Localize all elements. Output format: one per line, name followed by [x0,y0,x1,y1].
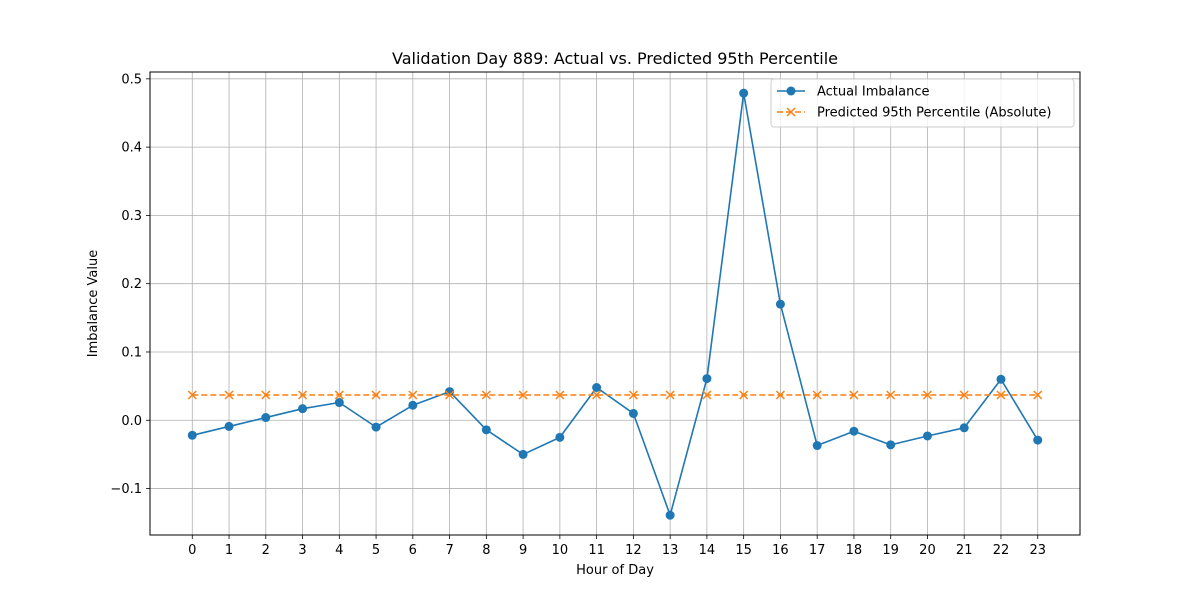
x-axis-ticks: 0 1 2 3 4 5 6 7 8 9 10 11 12 13 14 15 16 17 18 19 20 21 22 23 [188,535,1046,558]
x-tick-label: 10 [552,543,569,558]
actual-data-point [665,510,675,520]
x-tick-label: 3 [298,543,306,558]
x-tick-label: 23 [1029,543,1046,558]
y-tick-label: 0.0 [121,414,142,429]
x-tick-label: 12 [625,543,642,558]
predicted-data-point [922,390,932,400]
predicted-data-point [812,390,822,400]
x-tick-label: 11 [588,543,605,558]
y-tick-label: 0.4 [121,141,142,156]
actual-data-point [518,449,528,459]
predicted-data-point [408,390,418,400]
y-tick-label: 0.1 [121,345,142,360]
x-tick-label: 21 [956,543,973,558]
actual-data-point [996,374,1006,384]
x-tick-label: 19 [882,543,899,558]
actual-data-point [481,425,491,435]
y-tick-label: 0.5 [121,72,142,87]
predicted-data-point [592,390,602,400]
actual-data-point [187,430,197,440]
predicted-data-point [445,390,455,400]
predicted-data-point [702,390,712,400]
y-axis-ticks: −0.1 0.0 0.1 0.2 0.3 0.4 0.5 [110,72,150,497]
predicted-data-point [849,390,859,400]
actual-data-point [1033,435,1043,445]
legend: Actual Imbalance Predicted 95th Percenti… [770,78,1075,128]
y-tick-label: 0.2 [121,277,142,292]
legend-entry-actual: Actual Imbalance [777,85,930,100]
predicted-data-point [1033,390,1043,400]
x-tick-label: 16 [772,543,789,558]
predicted-data-point [518,390,528,400]
x-tick-label: 17 [809,543,826,558]
predicted-data-point [739,390,749,400]
x-tick-label: 5 [372,543,380,558]
legend-box [770,78,1075,128]
actual-data-point [886,440,896,450]
predicted-data-point [665,390,675,400]
predicted-data-point [996,390,1006,400]
predicted-data-point [224,390,234,400]
x-tick-label: 14 [699,543,716,558]
actual-data-point [739,88,749,98]
actual-data-point [922,431,932,441]
legend-label-predicted: Predicted 95th Percentile (Absolute) [817,106,1051,121]
actual-data-point [702,374,712,384]
y-tick-label: −0.1 [110,482,142,497]
x-tick-label: 22 [993,543,1010,558]
x-tick-label: 2 [262,543,270,558]
actual-data-point [298,404,308,414]
predicted-data-point [886,390,896,400]
y-axis-label: Imbalance Value [86,250,101,358]
actual-data-point [592,382,602,392]
legend-label-actual: Actual Imbalance [817,85,930,100]
predicted-data-point [775,390,785,400]
series-layer [187,88,1043,520]
predicted-data-point [334,390,344,400]
x-axis-label: Hour of Day [576,563,654,578]
series-line-0 [192,92,1039,516]
x-tick-label: 4 [335,543,343,558]
actual-data-point [628,408,638,418]
predicted-data-point [187,390,197,400]
actual-data-point [261,413,271,423]
actual-data-point [775,299,785,309]
actual-data-point [224,421,234,431]
actual-data-point [812,441,822,451]
actual-data-point [849,426,859,436]
x-tick-label: 8 [482,543,490,558]
predicted-data-point [371,390,381,400]
legend-marker-predicted [786,107,796,117]
chart-title: Validation Day 889: Actual vs. Predicted… [392,49,838,68]
actual-data-point [445,387,455,397]
actual-data-point [371,422,381,432]
y-tick-label: 0.3 [121,209,142,224]
predicted-data-point [261,390,271,400]
x-tick-label: 9 [519,543,527,558]
x-tick-label: 7 [445,543,453,558]
actual-data-point [408,400,418,410]
x-tick-label: 13 [662,543,679,558]
x-tick-label: 18 [846,543,863,558]
actual-data-point [555,432,565,442]
legend-entry-predicted: Predicted 95th Percentile (Absolute) [777,106,1051,121]
grid [150,72,1080,535]
actual-data-point [334,398,344,408]
actual-data-point [959,423,969,433]
x-tick-label: 0 [188,543,196,558]
predicted-data-point [481,390,491,400]
predicted-data-point [555,390,565,400]
predicted-data-point [628,390,638,400]
x-tick-label: 15 [735,543,752,558]
plot-area-frame [149,71,1081,536]
x-tick-label: 6 [409,543,417,558]
x-tick-label: 1 [225,543,233,558]
predicted-data-point [298,390,308,400]
predicted-data-point [959,390,969,400]
legend-marker-actual [786,86,796,96]
x-tick-label: 20 [919,543,936,558]
